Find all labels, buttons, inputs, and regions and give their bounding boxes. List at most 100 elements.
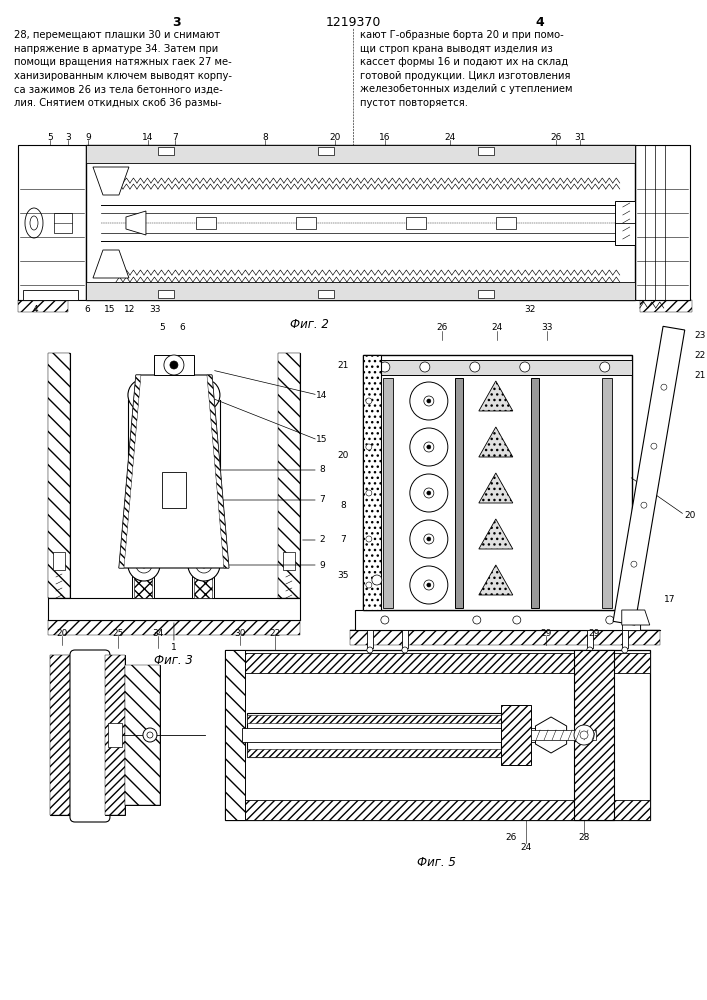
Circle shape [136, 557, 152, 573]
Bar [531, 730, 596, 740]
Bar [355, 610, 640, 630]
Text: 33: 33 [541, 324, 553, 332]
Text: 26: 26 [550, 132, 561, 141]
Bar [86, 145, 635, 300]
Circle shape [202, 478, 206, 482]
Polygon shape [119, 375, 141, 568]
Bar [478, 147, 493, 155]
Bar [574, 650, 614, 820]
Circle shape [202, 528, 206, 532]
Bar [621, 630, 628, 648]
Circle shape [128, 379, 160, 411]
Text: 6: 6 [84, 306, 90, 314]
Bar [132, 573, 154, 598]
Text: 9: 9 [319, 560, 325, 570]
Text: 22: 22 [269, 629, 281, 638]
Bar [635, 145, 690, 300]
Bar [278, 353, 300, 598]
Polygon shape [621, 610, 650, 625]
Polygon shape [535, 717, 566, 753]
Circle shape [142, 528, 146, 532]
Circle shape [199, 475, 209, 485]
Polygon shape [479, 427, 513, 457]
Circle shape [587, 647, 592, 653]
Circle shape [139, 475, 149, 485]
Text: 4: 4 [535, 15, 544, 28]
Text: 31: 31 [574, 132, 585, 141]
Bar [18, 145, 86, 300]
Text: Фиг. 2: Фиг. 2 [291, 318, 329, 332]
Bar [158, 290, 174, 298]
Circle shape [142, 453, 146, 457]
Bar [125, 665, 160, 805]
Circle shape [423, 396, 434, 406]
Circle shape [427, 491, 431, 495]
Text: 33: 33 [149, 306, 160, 314]
Circle shape [423, 534, 434, 544]
Circle shape [366, 398, 372, 404]
Circle shape [410, 566, 448, 604]
Text: 9: 9 [85, 132, 90, 141]
Bar [53, 552, 65, 570]
Circle shape [188, 379, 220, 411]
Text: 3: 3 [65, 132, 71, 141]
Text: 8: 8 [340, 500, 346, 510]
Circle shape [142, 428, 146, 432]
Circle shape [427, 445, 431, 449]
Bar [587, 630, 592, 648]
Text: Фиг. 4: Фиг. 4 [477, 658, 516, 672]
Text: 30: 30 [234, 629, 245, 638]
Bar [283, 552, 295, 570]
Polygon shape [119, 375, 229, 568]
Circle shape [139, 550, 149, 560]
Circle shape [520, 362, 530, 372]
Circle shape [493, 490, 499, 496]
Bar [196, 217, 216, 229]
Text: 2: 2 [319, 536, 325, 544]
Text: 32: 32 [524, 306, 535, 314]
Bar [158, 147, 174, 155]
Circle shape [631, 561, 637, 567]
Bar [318, 290, 334, 298]
Bar [640, 300, 691, 312]
Bar [86, 282, 635, 300]
Text: Фиг. 5: Фиг. 5 [417, 856, 456, 869]
Polygon shape [479, 565, 513, 595]
Text: 20: 20 [684, 510, 696, 520]
Circle shape [136, 387, 152, 403]
Polygon shape [93, 250, 129, 278]
Circle shape [199, 400, 209, 410]
Text: 6: 6 [179, 324, 185, 332]
Bar [406, 217, 426, 229]
Circle shape [366, 582, 372, 588]
Circle shape [381, 616, 389, 624]
Text: 15: 15 [104, 306, 116, 314]
Bar [531, 378, 539, 608]
Bar [23, 290, 78, 300]
Circle shape [493, 444, 499, 450]
Bar [50, 655, 75, 815]
Polygon shape [613, 326, 685, 625]
Circle shape [606, 616, 614, 624]
Circle shape [202, 503, 206, 507]
Circle shape [199, 425, 209, 435]
Circle shape [372, 575, 382, 585]
FancyBboxPatch shape [70, 650, 110, 822]
Bar [194, 573, 212, 598]
Circle shape [427, 399, 431, 403]
Polygon shape [207, 375, 229, 568]
Bar [615, 201, 635, 245]
Circle shape [147, 732, 153, 738]
Circle shape [366, 536, 372, 542]
Bar [225, 800, 650, 820]
Circle shape [621, 647, 628, 653]
Text: кают Г-образные борта 20 и при помо-
щи строп крана выводят изделия из
кассет фо: кают Г-образные борта 20 и при помо- щи … [360, 30, 573, 108]
Circle shape [600, 362, 609, 372]
Circle shape [142, 478, 146, 482]
Circle shape [366, 444, 372, 450]
Circle shape [139, 525, 149, 535]
Text: 7: 7 [172, 132, 177, 141]
Text: 15: 15 [316, 436, 327, 444]
Bar [478, 290, 493, 298]
Circle shape [141, 392, 147, 398]
